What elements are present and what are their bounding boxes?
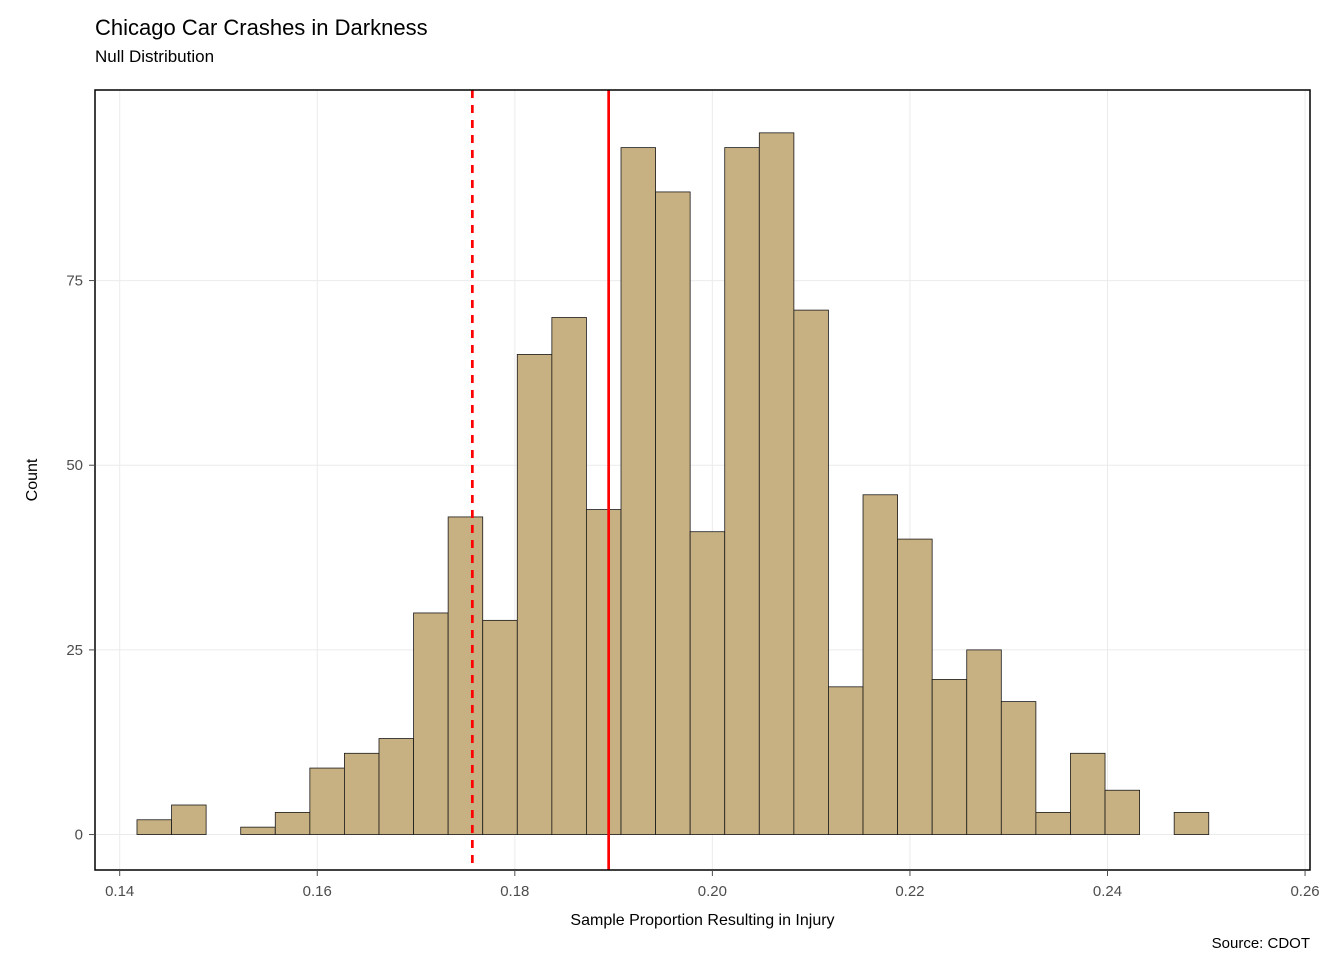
- x-axis-title: Sample Proportion Resulting in Injury: [570, 912, 834, 929]
- histogram-bar: [172, 805, 207, 835]
- histogram-bar: [552, 318, 587, 835]
- histogram-bar: [310, 768, 345, 834]
- histogram-bar: [344, 753, 379, 834]
- histogram-bar: [725, 148, 760, 835]
- histogram-bar: [967, 650, 1002, 835]
- x-tick-label: 0.24: [1093, 883, 1122, 900]
- x-tick-label: 0.20: [698, 883, 727, 900]
- histogram-bar: [1105, 790, 1140, 834]
- histogram-bar: [690, 532, 725, 835]
- histogram-chart: Chicago Car Crashes in Darkness Null Dist…: [0, 0, 1344, 960]
- histogram-bar: [517, 354, 552, 834]
- chart-subtitle: Null Distribution: [95, 47, 214, 66]
- histogram-bar: [379, 739, 414, 835]
- chart-title: Chicago Car Crashes in Darkness: [95, 15, 428, 40]
- y-tick-label: 75: [66, 273, 83, 290]
- histogram-bar: [1001, 702, 1036, 835]
- histogram-bar: [1070, 753, 1105, 834]
- histogram-bar: [828, 687, 863, 835]
- y-tick-label: 25: [66, 642, 83, 659]
- histogram-bar: [414, 613, 449, 835]
- histogram-bar: [448, 517, 483, 835]
- histogram-bar: [932, 679, 967, 834]
- chart-caption: Source: CDOT: [1212, 935, 1310, 952]
- histogram-bar: [275, 812, 310, 834]
- x-tick-label: 0.18: [500, 883, 529, 900]
- y-axis-title: Count: [24, 458, 41, 501]
- histogram-bar: [1174, 812, 1209, 834]
- histogram-bar: [621, 148, 656, 835]
- histogram-bar: [483, 620, 518, 834]
- histogram-bar: [1036, 812, 1071, 834]
- chart-container: { "chart": { "type": "histogram", "title…: [0, 0, 1344, 960]
- x-tick-label: 0.14: [105, 883, 134, 900]
- histogram-bar: [137, 820, 172, 835]
- y-tick-label: 0: [75, 827, 83, 844]
- histogram-bar: [898, 539, 933, 834]
- y-tick-label: 50: [66, 457, 83, 474]
- histogram-bar: [794, 310, 829, 834]
- histogram-bar: [863, 495, 898, 835]
- histogram-bar: [656, 192, 691, 835]
- histogram-bar: [759, 133, 794, 835]
- histogram-bar: [241, 827, 276, 834]
- x-tick-label: 0.26: [1290, 883, 1319, 900]
- x-tick-label: 0.22: [895, 883, 924, 900]
- histogram-bar: [586, 510, 621, 835]
- x-tick-label: 0.16: [303, 883, 332, 900]
